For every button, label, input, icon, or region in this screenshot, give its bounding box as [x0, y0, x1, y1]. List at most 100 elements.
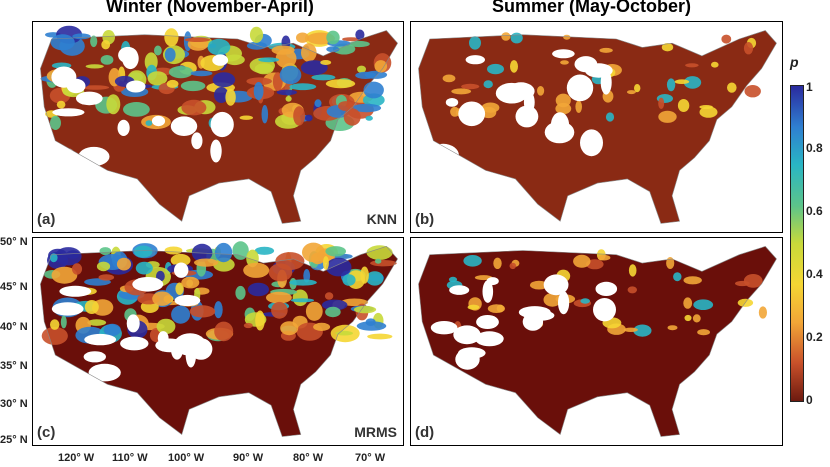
no-data-gap [185, 340, 197, 368]
panel-label-a: (a) [37, 211, 56, 228]
probability-patch [181, 99, 207, 116]
probability-patch [374, 60, 388, 73]
probability-patch [225, 88, 236, 106]
probability-patch [451, 88, 472, 95]
probability-patch [667, 325, 678, 331]
probability-patch [300, 60, 328, 76]
probability-patch [101, 40, 111, 50]
probability-patch [189, 305, 216, 318]
map-panel-a: (a) KNN [32, 21, 404, 233]
probability-patch [303, 269, 311, 283]
no-data-gap [580, 129, 603, 157]
probability-patch [487, 304, 505, 313]
map-c [40, 241, 398, 437]
no-data-gap [122, 47, 139, 70]
probability-patch [355, 29, 365, 40]
no-data-gap [465, 55, 485, 65]
no-data-gap [210, 139, 222, 163]
probability-patch [194, 258, 219, 267]
probability-patch [633, 324, 652, 337]
probability-patch [367, 333, 393, 340]
probability-patch [293, 106, 305, 126]
no-data-gaps [427, 49, 613, 168]
probability-patch [342, 37, 360, 42]
probability-patch [366, 271, 384, 286]
probability-patch [685, 63, 699, 68]
map-panel-b: (b) [410, 21, 783, 233]
probability-patch [285, 95, 292, 102]
probability-patch [683, 76, 702, 89]
probability-patch [355, 71, 377, 79]
probability-patch [271, 45, 295, 55]
map-a [40, 25, 398, 224]
probability-patch [628, 264, 637, 277]
no-data-gap [593, 298, 616, 322]
probability-patch [324, 292, 334, 300]
probability-patch [461, 83, 480, 90]
probability-patch [673, 272, 682, 282]
probability-patch [573, 254, 591, 268]
probability-patch [721, 34, 732, 44]
lat-tick-40: 40° N [0, 321, 28, 333]
no-data-gap [212, 54, 229, 66]
probability-patch [353, 305, 377, 314]
no-data-gaps [430, 274, 618, 370]
no-data-gap [83, 351, 106, 363]
no-data-gap [174, 262, 189, 278]
probability-patch [123, 102, 150, 117]
probability-patch [133, 245, 153, 258]
probability-patch [224, 54, 245, 66]
probability-patch [699, 106, 718, 118]
no-data-gap [515, 105, 539, 128]
no-data-gap [544, 121, 575, 144]
probability-patch [50, 34, 75, 51]
probability-patch [280, 321, 299, 336]
probability-patch [181, 276, 200, 289]
colorbar-tick-0.4: 0.4 [806, 267, 823, 281]
lon-tick-100: 100° W [168, 452, 205, 464]
probability-patch [290, 298, 315, 303]
no-data-gap [51, 66, 77, 88]
probability-patch [322, 256, 329, 270]
probability-patch [510, 60, 518, 73]
probability-patch [357, 65, 366, 73]
probability-patch [60, 315, 67, 329]
no-data-gap [191, 132, 203, 150]
probability-patch [254, 63, 274, 75]
probability-patch [50, 115, 61, 130]
probability-patches [40, 25, 392, 131]
probability-patch [135, 261, 153, 275]
probability-patch [597, 254, 611, 261]
probability-patch [243, 262, 270, 278]
colorbar-tick-0.8: 0.8 [806, 141, 823, 155]
colorbar-title: p [790, 54, 799, 70]
probability-patch [325, 246, 347, 257]
no-data-gap [59, 285, 92, 297]
probability-patch [168, 66, 193, 79]
probability-patch [154, 45, 162, 56]
probability-patch [634, 84, 641, 93]
probability-patch [164, 246, 183, 255]
probability-patch [481, 102, 500, 113]
probability-patch [683, 276, 702, 285]
lat-tick-25: 25° N [0, 434, 28, 446]
no-data-gap [126, 80, 146, 93]
probability-patch [66, 250, 80, 259]
no-data-gap [170, 116, 198, 136]
probability-patch [255, 310, 265, 331]
probability-patch [575, 100, 582, 113]
map-d [418, 246, 777, 437]
probability-patch [666, 78, 676, 92]
probability-patch [84, 300, 99, 314]
no-data-gap [595, 281, 618, 296]
coastline [40, 30, 398, 224]
probability-patch [305, 301, 323, 321]
probability-patch [692, 314, 701, 323]
probability-patch [156, 318, 176, 335]
probability-patch [214, 321, 234, 342]
no-data-gap [51, 302, 84, 316]
probability-patch [152, 291, 172, 306]
probability-patch [145, 120, 153, 126]
probability-patch [487, 63, 504, 75]
probability-patch [232, 241, 249, 260]
